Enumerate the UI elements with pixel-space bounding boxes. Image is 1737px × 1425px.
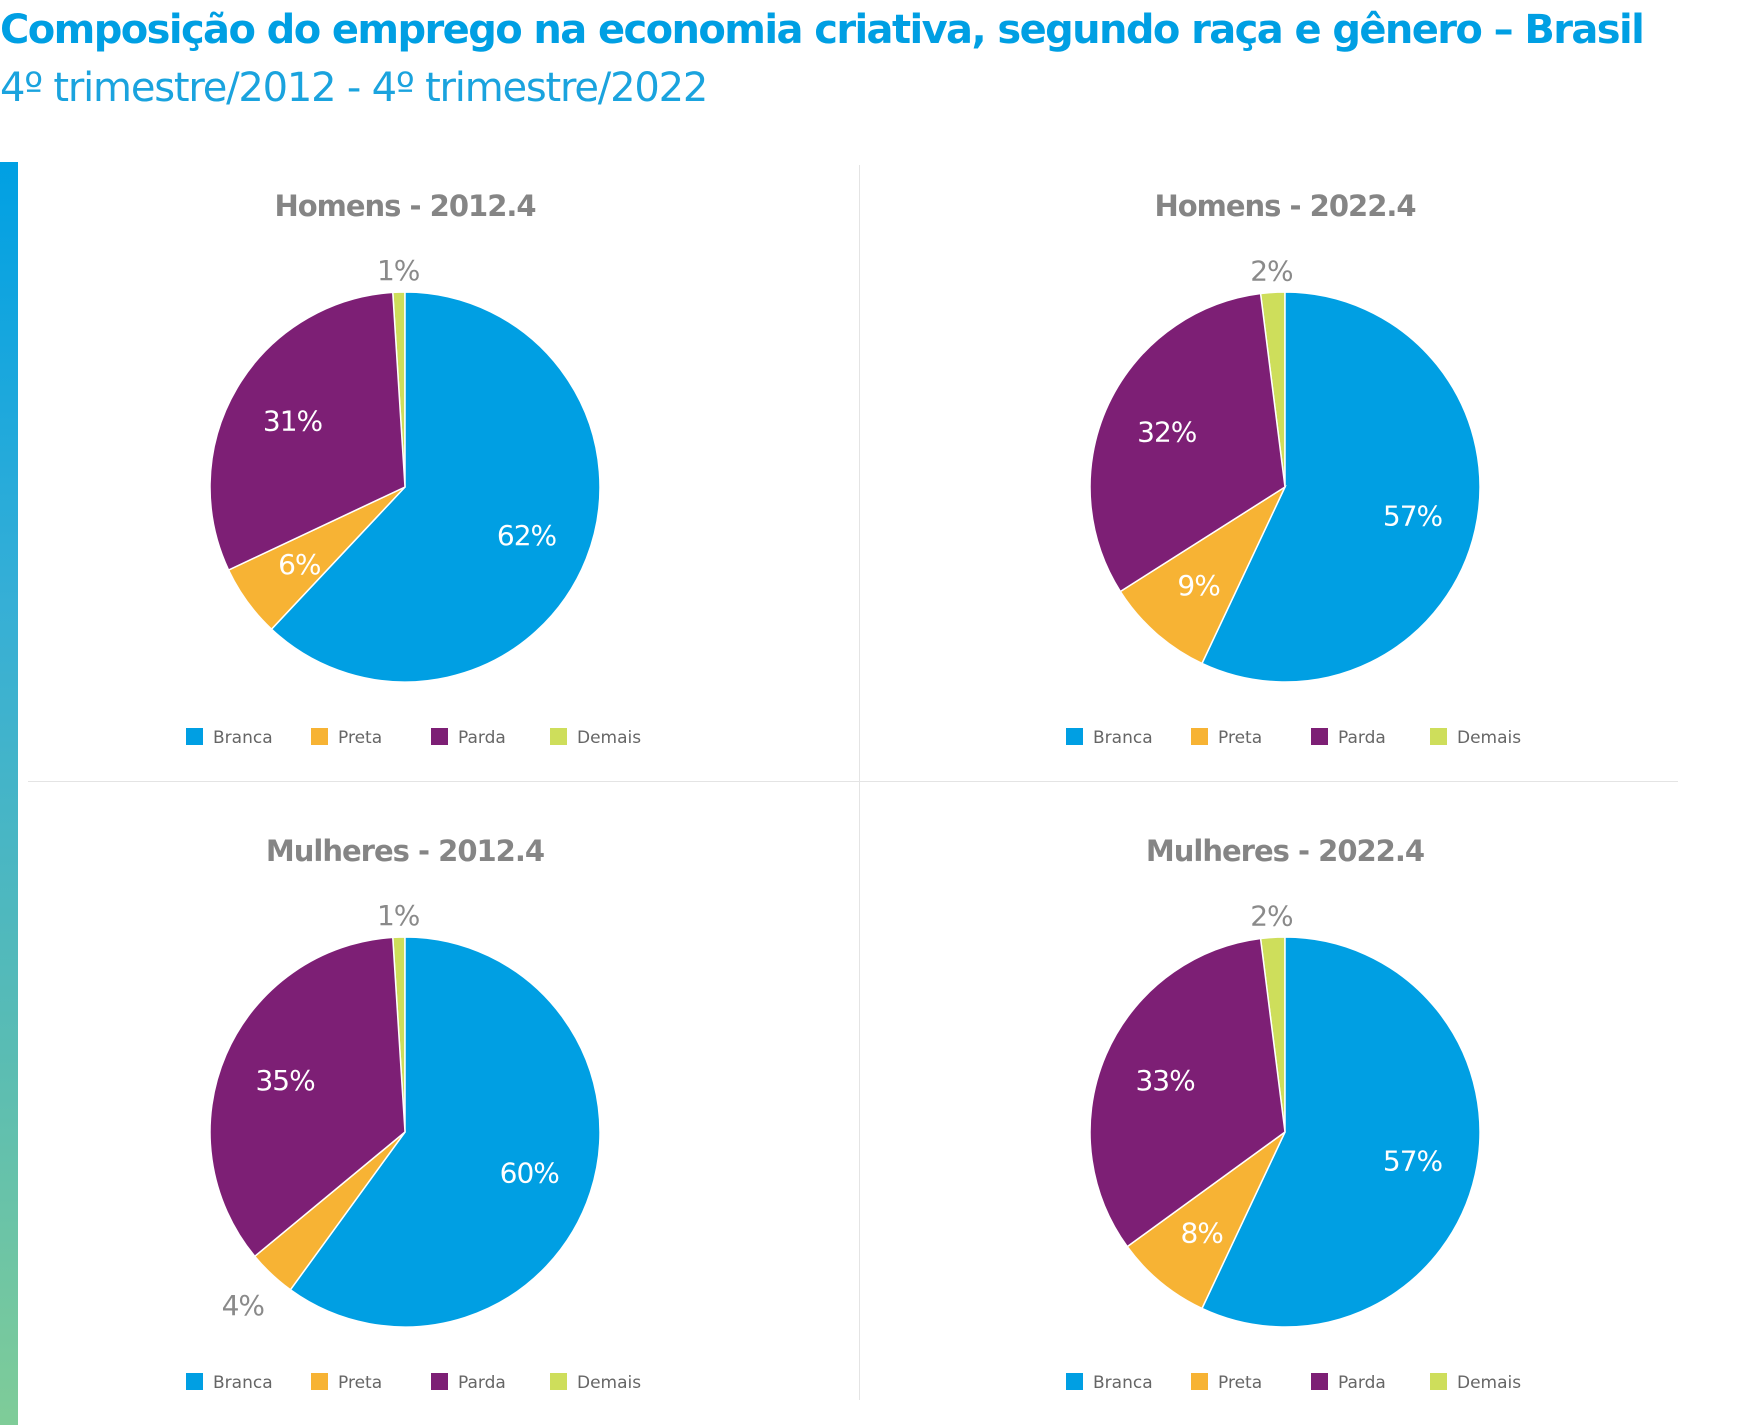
vertical-divider <box>859 165 860 1400</box>
data-label-parda: 32% <box>1137 415 1197 448</box>
data-label-branca: 57% <box>1383 500 1443 533</box>
legend-item-preta: Preta <box>1191 1373 1262 1393</box>
legend-swatch <box>311 728 328 745</box>
legend-swatch <box>550 1373 567 1390</box>
legend-item-demais: Demais <box>1430 1373 1521 1393</box>
legend-label: Preta <box>1218 728 1262 748</box>
page-subtitle: 4º trimestre/2012 - 4º trimestre/2022 <box>0 65 708 111</box>
legend-item-branca: Branca <box>186 1373 273 1393</box>
legend-item-demais: Demais <box>1430 728 1521 748</box>
legend-label: Parda <box>458 728 506 748</box>
legend-item-branca: Branca <box>1066 728 1153 748</box>
data-label-preta: 9% <box>1177 569 1220 602</box>
data-label-parda: 33% <box>1135 1064 1195 1097</box>
pie-slice-branca <box>289 936 601 1328</box>
legend-item-parda: Parda <box>431 1373 506 1393</box>
pie-slice-branca <box>1200 291 1481 683</box>
data-label-demais: 2% <box>1250 254 1293 287</box>
data-label-parda: 31% <box>263 405 323 438</box>
legend-label: Demais <box>577 1373 641 1393</box>
legend-label: Preta <box>338 1373 382 1393</box>
legend-item-preta: Preta <box>311 1373 382 1393</box>
legend-swatch <box>1066 728 1083 745</box>
data-label-preta: 4% <box>222 1289 265 1322</box>
data-label-branca: 60% <box>500 1156 560 1189</box>
pie-chart-svg: Homens - 2022.4 2% 57% 9% 32% Branca Preta Pard… <box>1066 189 1521 748</box>
legend-item-preta: Preta <box>311 728 382 748</box>
legend-swatch <box>550 728 567 745</box>
chart-title: Mulheres - 2012.4 <box>266 834 544 868</box>
legend-item-parda: Parda <box>1311 728 1386 748</box>
legend-item-demais: Demais <box>550 728 641 748</box>
legend-label: Demais <box>1457 728 1521 748</box>
pie-slice-branca <box>1200 936 1481 1328</box>
legend-swatch <box>186 1373 203 1390</box>
legend-swatch <box>1430 1373 1447 1390</box>
data-label-branca: 62% <box>497 519 557 552</box>
data-label-parda: 35% <box>255 1064 315 1097</box>
chart-panel-homens-2022: Homens - 2022.4 2% 57% 9% 32% Branca Preta Pard… <box>880 160 1700 780</box>
legend-swatch <box>1430 728 1447 745</box>
legend-item-parda: Parda <box>431 728 506 748</box>
legend-item-demais: Demais <box>550 1373 641 1393</box>
legend-label: Branca <box>213 1373 273 1393</box>
chart-panel-mulheres-2012: Mulheres - 2012.4 1% 60% 4% 35% Branca Preta Pa… <box>0 805 820 1425</box>
legend-label: Branca <box>1093 1373 1153 1393</box>
legend-swatch <box>1191 1373 1208 1390</box>
pie-slice-parda <box>209 936 406 1258</box>
pie-slice-preta <box>1119 484 1287 665</box>
legend-item-branca: Branca <box>186 728 273 748</box>
pie-chart-svg: Mulheres - 2022.4 2% 57% 8% 33% Branca Preta Pa… <box>1066 834 1521 1393</box>
page-title: Composição do emprego na economia criati… <box>0 7 1645 53</box>
pie-slice-branca <box>270 291 601 683</box>
chart-panel-mulheres-2022: Mulheres - 2022.4 2% 57% 8% 33% Branca Preta Pa… <box>880 805 1700 1425</box>
pie-slice-preta <box>1126 1131 1286 1310</box>
chart-title: Mulheres - 2022.4 <box>1146 834 1424 868</box>
data-label-preta: 6% <box>278 548 321 581</box>
pie-slice-parda <box>209 291 406 572</box>
data-label-preta: 8% <box>1180 1217 1223 1250</box>
horizontal-divider <box>28 781 1678 782</box>
legend-swatch <box>186 728 203 745</box>
legend-item-parda: Parda <box>1311 1373 1386 1393</box>
data-label-branca: 57% <box>1383 1145 1443 1178</box>
legend-label: Parda <box>1338 728 1386 748</box>
chart-panel-homens-2012: Homens - 2012.4 1% 62% 6% 31% Branca Preta Pard… <box>0 160 820 780</box>
pie-chart-svg: Homens - 2012.4 1% 62% 6% 31% Branca Preta Pard… <box>186 189 641 748</box>
legend-label: Branca <box>213 728 273 748</box>
legend-label: Preta <box>1218 1373 1262 1393</box>
legend-item-branca: Branca <box>1066 1373 1153 1393</box>
data-label-demais: 1% <box>377 899 420 932</box>
legend-swatch <box>431 1373 448 1390</box>
legend-label: Parda <box>1338 1373 1386 1393</box>
legend-label: Preta <box>338 728 382 748</box>
legend-item-preta: Preta <box>1191 728 1262 748</box>
chart-title: Homens - 2012.4 <box>274 189 535 223</box>
legend-label: Parda <box>458 1373 506 1393</box>
legend-label: Branca <box>1093 728 1153 748</box>
legend-swatch <box>1066 1373 1083 1390</box>
legend-swatch <box>311 1373 328 1390</box>
pie-slice-parda <box>1089 292 1286 593</box>
legend-label: Demais <box>577 728 641 748</box>
legend-swatch <box>1311 728 1328 745</box>
legend-swatch <box>1311 1373 1328 1390</box>
data-label-demais: 1% <box>377 254 420 287</box>
legend-swatch <box>431 728 448 745</box>
chart-title: Homens - 2022.4 <box>1154 189 1415 223</box>
legend-label: Demais <box>1457 1373 1521 1393</box>
pie-slice-parda <box>1089 937 1286 1248</box>
data-label-demais: 2% <box>1250 899 1293 932</box>
accent-side-bar <box>0 162 18 1425</box>
legend-swatch <box>1191 728 1208 745</box>
pie-chart-svg: Mulheres - 2012.4 1% 60% 4% 35% Branca Preta Pa… <box>186 834 641 1393</box>
